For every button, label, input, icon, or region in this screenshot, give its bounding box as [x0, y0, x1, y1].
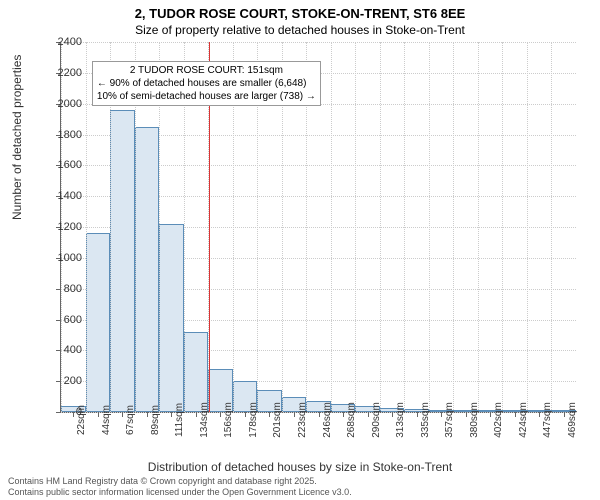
xtick-label: 134sqm — [199, 402, 210, 438]
xtick-label: 223sqm — [297, 402, 308, 438]
xtick-mark — [122, 412, 123, 417]
ytick-label: 2200 — [42, 67, 82, 79]
x-axis-label: Distribution of detached houses by size … — [0, 460, 600, 474]
gridline-v — [355, 42, 356, 412]
annotation-line: ← 90% of detached houses are smaller (6,… — [97, 77, 316, 90]
xtick-mark — [171, 412, 172, 417]
xtick-label: 178sqm — [248, 402, 259, 438]
xtick-label: 44sqm — [101, 405, 112, 435]
xtick-mark — [515, 412, 516, 417]
xtick-label: 268sqm — [346, 402, 357, 438]
ytick-label: 2000 — [42, 98, 82, 110]
chart-container: 2, TUDOR ROSE COURT, STOKE-ON-TRENT, ST6… — [0, 0, 600, 500]
gridline-v — [502, 42, 503, 412]
xtick-label: 424sqm — [518, 402, 529, 438]
footer-line-1: Contains HM Land Registry data © Crown c… — [8, 476, 352, 487]
annotation-box: 2 TUDOR ROSE COURT: 151sqm← 90% of detac… — [92, 61, 321, 106]
xtick-mark — [98, 412, 99, 417]
footer-line-2: Contains public sector information licen… — [8, 487, 352, 498]
xtick-mark — [441, 412, 442, 417]
xtick-label: 89sqm — [150, 405, 161, 435]
xtick-mark — [564, 412, 565, 417]
ytick-label: 400 — [42, 344, 82, 356]
xtick-label: 67sqm — [125, 405, 136, 435]
ytick-label: 1000 — [42, 252, 82, 264]
xtick-label: 313sqm — [395, 402, 406, 438]
ytick-label: 800 — [42, 283, 82, 295]
ytick-label: 2400 — [42, 36, 82, 48]
xtick-mark — [220, 412, 221, 417]
xtick-label: 22sqm — [76, 405, 87, 435]
xtick-mark — [245, 412, 246, 417]
xtick-mark — [539, 412, 540, 417]
ytick-label: 1400 — [42, 190, 82, 202]
footer-attribution: Contains HM Land Registry data © Crown c… — [8, 476, 352, 498]
xtick-mark — [196, 412, 197, 417]
annotation-line: 2 TUDOR ROSE COURT: 151sqm — [97, 64, 316, 77]
ytick-label: 600 — [42, 314, 82, 326]
xtick-mark — [392, 412, 393, 417]
xtick-label: 290sqm — [371, 402, 382, 438]
xtick-mark — [368, 412, 369, 417]
gridline-h — [61, 42, 576, 43]
chart-subtitle: Size of property relative to detached ho… — [0, 21, 600, 37]
annotation-line: 10% of semi-detached houses are larger (… — [97, 90, 316, 103]
gridline-v — [478, 42, 479, 412]
gridline-v — [551, 42, 552, 412]
gridline-v — [527, 42, 528, 412]
histogram-bar — [135, 127, 160, 412]
gridline-v — [331, 42, 332, 412]
xtick-label: 402sqm — [493, 402, 504, 438]
xtick-label: 357sqm — [444, 402, 455, 438]
xtick-mark — [147, 412, 148, 417]
chart-title: 2, TUDOR ROSE COURT, STOKE-ON-TRENT, ST6… — [0, 0, 600, 21]
ytick-label: 1600 — [42, 159, 82, 171]
ytick-label: 1200 — [42, 221, 82, 233]
y-axis-label: Number of detached properties — [10, 55, 24, 220]
xtick-mark — [319, 412, 320, 417]
ytick-label: 200 — [42, 375, 82, 387]
xtick-mark — [294, 412, 295, 417]
histogram-bar — [86, 233, 111, 412]
plot-area: 2 TUDOR ROSE COURT: 151sqm← 90% of detac… — [60, 42, 576, 413]
gridline-v — [453, 42, 454, 412]
gridline-v — [429, 42, 430, 412]
xtick-mark — [490, 412, 491, 417]
histogram-bar — [159, 224, 184, 412]
xtick-label: 447sqm — [542, 402, 553, 438]
xtick-label: 380sqm — [469, 402, 480, 438]
histogram-bar — [184, 332, 209, 412]
xtick-mark — [269, 412, 270, 417]
xtick-mark — [466, 412, 467, 417]
xtick-label: 111sqm — [174, 403, 185, 437]
gridline-v — [380, 42, 381, 412]
gridline-v — [86, 42, 87, 412]
xtick-label: 469sqm — [567, 402, 578, 438]
gridline-v — [404, 42, 405, 412]
xtick-label: 201sqm — [272, 402, 283, 438]
xtick-label: 156sqm — [223, 402, 234, 438]
xtick-mark — [343, 412, 344, 417]
xtick-label: 246sqm — [322, 402, 333, 438]
xtick-label: 335sqm — [420, 402, 431, 438]
histogram-bar — [110, 110, 135, 412]
ytick-label: 1800 — [42, 129, 82, 141]
xtick-mark — [417, 412, 418, 417]
